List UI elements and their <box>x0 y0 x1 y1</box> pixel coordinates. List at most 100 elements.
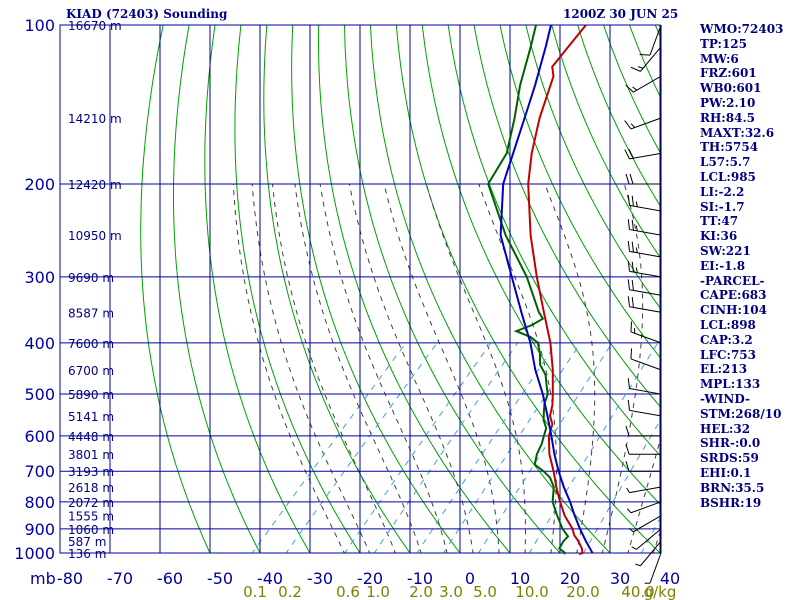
mixing-ratio-label: 0.1 <box>243 583 267 600</box>
height-label: 6700 m <box>68 364 114 378</box>
mixing-ratio-label: 2.0 <box>409 583 433 600</box>
index-item: MPL:133 <box>700 377 761 392</box>
temperature-tick-label: 0 <box>465 569 475 588</box>
wind-barb <box>627 240 662 258</box>
moist-adiabat <box>601 183 644 553</box>
index-item: LCL:898 <box>700 317 756 332</box>
height-label: 5890 m <box>68 388 114 402</box>
mixing-ratio-unit: g/kg <box>644 583 677 600</box>
index-item: BRN:35.5 <box>700 480 765 495</box>
temperature-tick-label: -50 <box>207 569 233 588</box>
temperature-tick-label: -10 <box>407 569 433 588</box>
index-item: CAP:3.2 <box>700 332 753 347</box>
dry-adiabat <box>204 25 311 553</box>
wind-barb <box>625 444 661 455</box>
index-item: RH:84.5 <box>700 110 755 125</box>
parcel-profile <box>499 24 594 554</box>
dry-adiabat <box>140 25 211 553</box>
wind-barb <box>627 219 662 236</box>
moist-adiabat <box>383 183 500 553</box>
dry-adiabat <box>525 25 660 309</box>
index-item: -PARCEL- <box>700 273 765 288</box>
wind-barb <box>630 348 662 371</box>
moist-adiabat <box>425 183 526 553</box>
mixing-ratio-label: 20.0 <box>566 583 599 600</box>
temperature-tick-label: -70 <box>107 569 133 588</box>
wind-barb <box>639 24 662 56</box>
height-label: 10950 m <box>68 229 122 243</box>
height-label: 3801 m <box>68 448 114 462</box>
mixing-ratio-line <box>285 342 438 553</box>
mixing-ratio-line <box>251 342 407 553</box>
mixing-ratio-line <box>583 419 660 553</box>
index-item: MW:6 <box>700 51 739 66</box>
wind-barbs <box>624 24 662 584</box>
wind-barb <box>626 501 662 514</box>
mixing-ratio-label: 1.0 <box>366 583 390 600</box>
mixing-ratio-label: 0.2 <box>278 583 302 600</box>
mixing-ratio-label: 5.0 <box>473 583 497 600</box>
temperature-tick-label: 20 <box>560 569 580 588</box>
height-label: 9690 m <box>68 271 114 285</box>
index-item: MAXT:32.6 <box>700 125 775 140</box>
dry-adiabat <box>447 25 660 457</box>
wind-barb <box>625 75 662 93</box>
height-label: 8587 m <box>68 306 114 320</box>
height-label: 136 m <box>68 547 106 561</box>
wind-barb <box>628 515 662 533</box>
index-item: FRZ:601 <box>700 66 757 81</box>
moist-adiabat <box>251 183 371 553</box>
mixing-ratio-line <box>528 342 659 553</box>
temperature-profile <box>527 24 587 556</box>
temperature-tick-label: 10 <box>510 569 530 588</box>
temperature-tick-label: -80 <box>57 569 83 588</box>
pressure-tick-label: 600 <box>24 427 55 446</box>
dry-adiabat <box>234 25 361 553</box>
pressure-tick-label: 400 <box>24 334 55 353</box>
height-label: 7600 m <box>68 337 114 351</box>
height-label: 5141 m <box>68 410 114 424</box>
index-item: STM:268/10 <box>700 406 782 421</box>
wind-barb <box>627 194 662 212</box>
index-item: WB0:601 <box>700 81 762 96</box>
index-item: SI:-1.7 <box>700 199 745 214</box>
pressure-tick-label: 500 <box>24 385 55 404</box>
dry-adiabat <box>499 25 660 359</box>
pressure-tick-label: 800 <box>24 493 55 512</box>
index-item: EHI:0.1 <box>700 465 752 480</box>
dry-adiabat <box>317 25 511 553</box>
dry-adiabat <box>344 25 561 553</box>
wind-barb <box>630 46 662 72</box>
pressure-tick-label: 200 <box>24 175 55 194</box>
wind-barb <box>644 552 662 584</box>
height-label: 1555 m <box>68 510 114 524</box>
index-item: CINH:104 <box>700 303 767 318</box>
height-label: 1060 m <box>68 523 114 537</box>
height-label: 3193 m <box>68 465 114 479</box>
mixing-ratio-label: 0.6 <box>336 583 360 600</box>
mixing-ratio-line <box>373 342 519 553</box>
mixing-ratio-label: 3.0 <box>439 583 463 600</box>
index-item: LI:-2.2 <box>700 184 745 199</box>
index-item: TH:5754 <box>700 140 759 155</box>
wind-barb <box>635 540 662 567</box>
dry-adiabat <box>473 25 660 408</box>
plot-area <box>140 25 660 553</box>
height-label: 587 m <box>68 535 106 549</box>
index-item: EI:-1.8 <box>700 258 746 273</box>
dry-adiabat <box>369 25 611 553</box>
pressure-unit-label: mb <box>30 569 56 588</box>
moist-adiabat <box>232 183 345 553</box>
temperature-tick-label: -40 <box>257 569 283 588</box>
pressure-tick-label: 1000 <box>14 544 55 563</box>
index-item: EL:213 <box>700 362 748 377</box>
dry-adiabat <box>263 25 411 553</box>
index-item: L57:5.7 <box>700 155 751 170</box>
index-item: LFC:753 <box>700 347 756 362</box>
mixing-ratio-label: 10.0 <box>515 583 548 600</box>
index-item: KI:36 <box>700 229 738 244</box>
indices-panel: WMO:72403 TP:125 MW:6 FRZ:601 WB0:601 PW:2.10… <box>700 22 800 510</box>
dry-adiabat <box>291 25 461 553</box>
pressure-tick-label: 700 <box>24 462 55 481</box>
